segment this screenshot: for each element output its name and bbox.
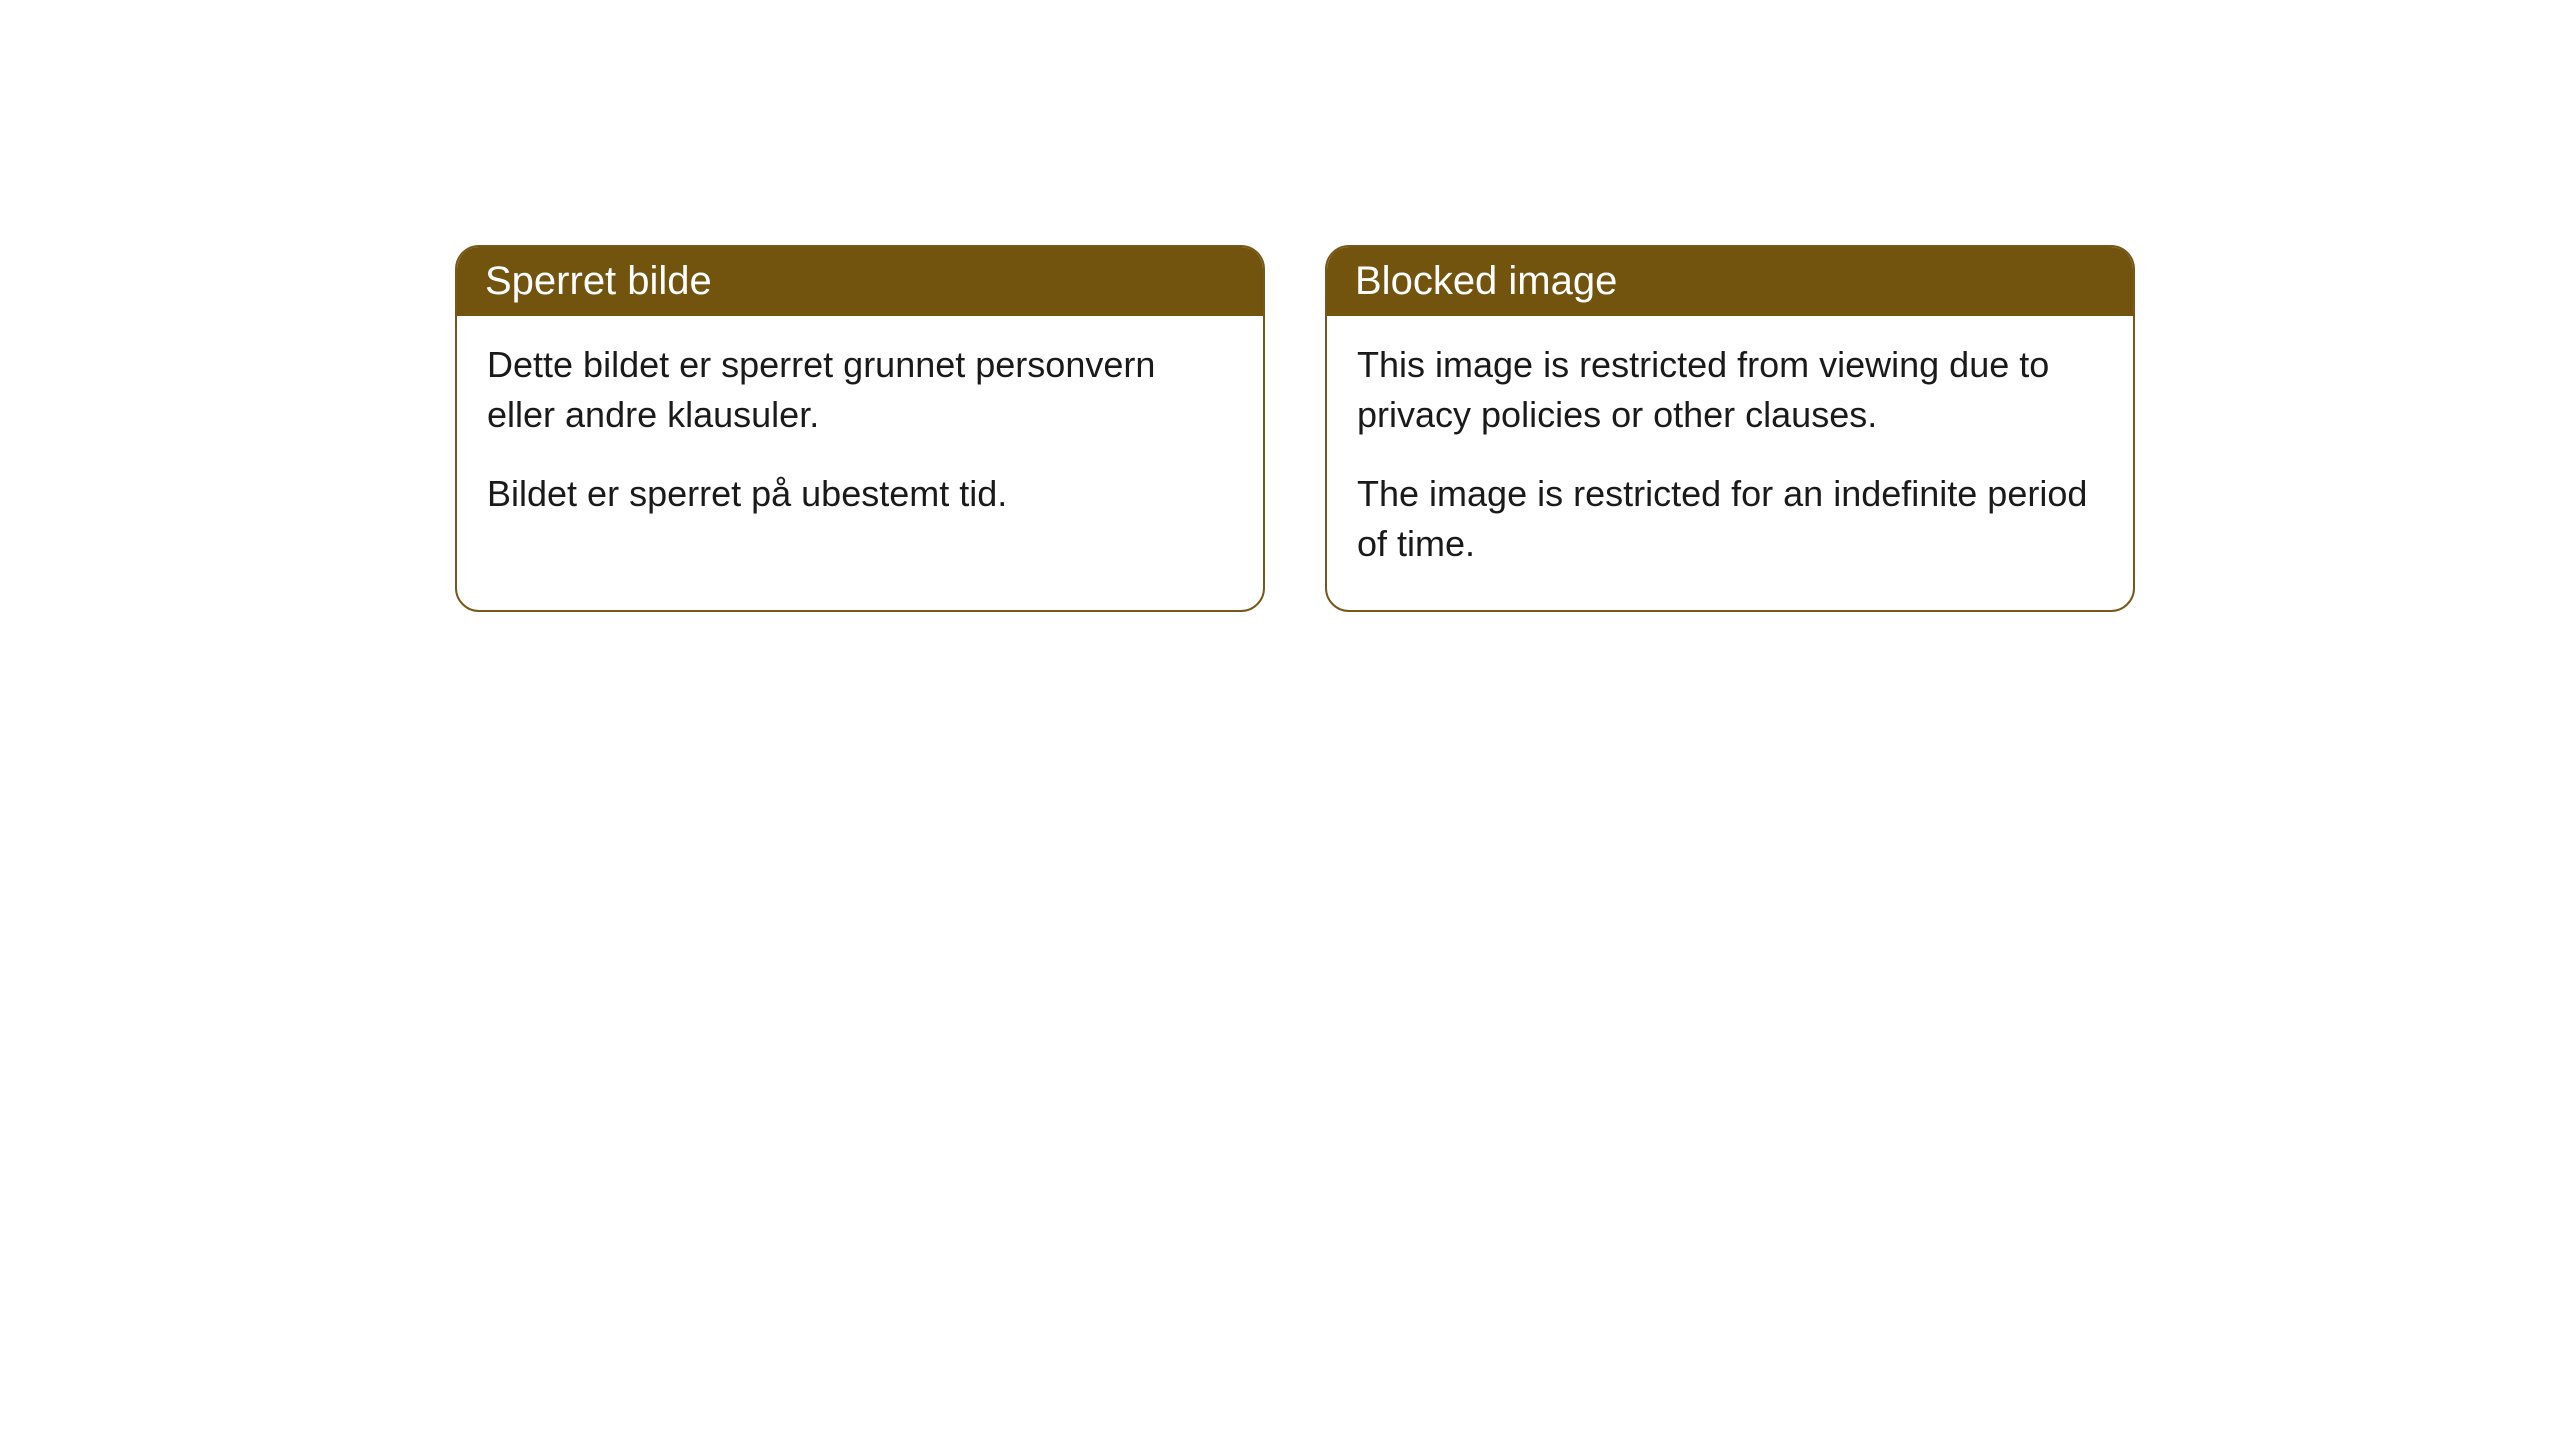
notice-card-norwegian: Sperret bilde Dette bildet er sperret gr…: [455, 245, 1265, 612]
card-paragraph: This image is restricted from viewing du…: [1357, 340, 2103, 441]
card-header: Sperret bilde: [457, 247, 1263, 316]
card-body: This image is restricted from viewing du…: [1327, 316, 2133, 610]
notice-container: Sperret bilde Dette bildet er sperret gr…: [0, 0, 2560, 612]
notice-card-english: Blocked image This image is restricted f…: [1325, 245, 2135, 612]
card-header: Blocked image: [1327, 247, 2133, 316]
card-paragraph: The image is restricted for an indefinit…: [1357, 469, 2103, 570]
card-body: Dette bildet er sperret grunnet personve…: [457, 316, 1263, 559]
card-paragraph: Dette bildet er sperret grunnet personve…: [487, 340, 1233, 441]
card-title: Sperret bilde: [485, 259, 712, 303]
card-paragraph: Bildet er sperret på ubestemt tid.: [487, 469, 1233, 519]
card-title: Blocked image: [1355, 259, 1617, 303]
